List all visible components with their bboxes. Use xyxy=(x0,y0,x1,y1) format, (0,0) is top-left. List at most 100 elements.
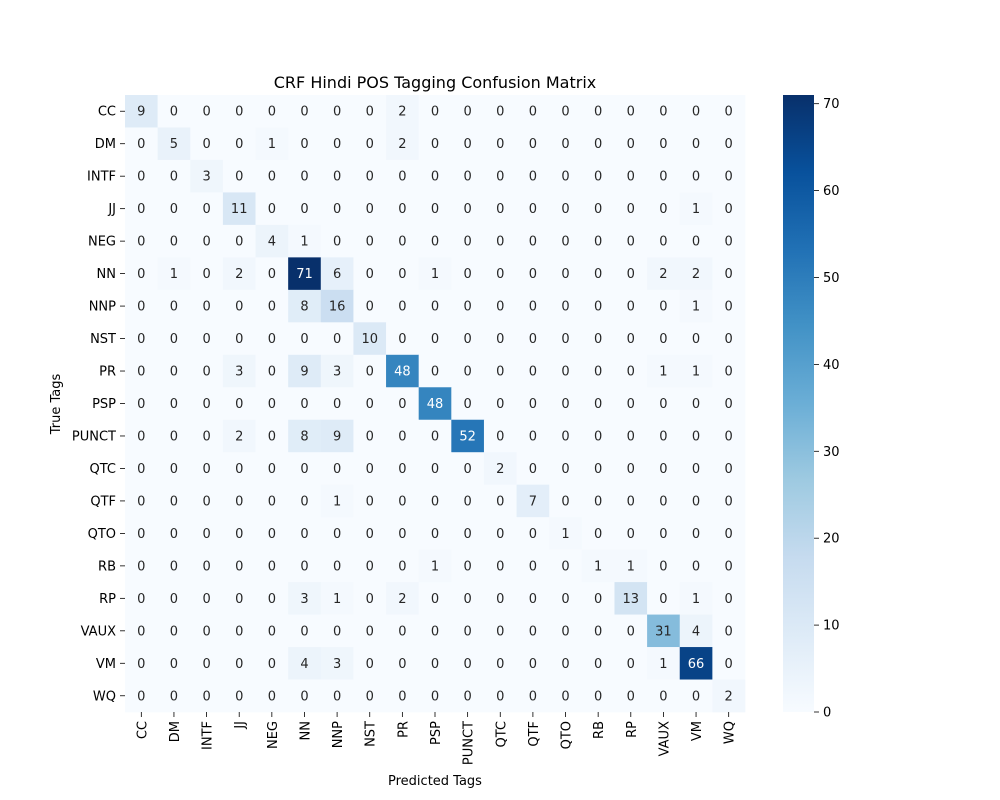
cell-value-label: 0 xyxy=(594,170,602,185)
cell-value-label: 0 xyxy=(170,559,178,574)
heatmap-cell xyxy=(418,614,452,648)
cell-value-label: 0 xyxy=(431,624,439,639)
cell-value-label: 0 xyxy=(529,527,537,542)
colorbar-tick-label: 0 xyxy=(823,706,831,721)
cell-value-label: 1 xyxy=(692,202,700,217)
cell-value-label: 0 xyxy=(561,657,569,672)
heatmap-cell xyxy=(712,127,746,161)
cell-value-label: 0 xyxy=(659,332,667,347)
cell-value-label: 0 xyxy=(202,559,210,574)
cell-value-label: 0 xyxy=(235,235,243,250)
colorbar-tick-label: 70 xyxy=(823,97,840,112)
heatmap-cell xyxy=(614,582,648,615)
cell-value-label: 0 xyxy=(170,332,178,347)
cell-value-label: 0 xyxy=(627,235,635,250)
heatmap-cell xyxy=(647,257,681,291)
heatmap-cell xyxy=(581,647,615,680)
cell-value-label: 0 xyxy=(561,365,569,380)
heatmap-cell xyxy=(614,257,648,291)
heatmap-cell xyxy=(386,257,419,291)
cell-value-label: 0 xyxy=(627,365,635,380)
heatmap-cell xyxy=(157,159,191,193)
heatmap-cell xyxy=(679,452,713,485)
cell-value-label: 0 xyxy=(659,559,667,574)
cell-value-label: 0 xyxy=(300,170,308,185)
cell-value-label: 5 xyxy=(170,137,178,152)
heatmap-cell xyxy=(320,354,354,388)
heatmap-cell xyxy=(451,322,485,356)
cell-value-label: 0 xyxy=(333,527,341,542)
heatmap-cell xyxy=(549,127,583,161)
cell-value-label: 0 xyxy=(300,462,308,477)
y-tick-label: NN xyxy=(97,267,116,282)
colorbar-tick-label: 30 xyxy=(823,445,840,460)
heatmap-cell xyxy=(222,159,256,193)
cell-value-label: 0 xyxy=(202,365,210,380)
heatmap-cell xyxy=(386,159,419,193)
heatmap-cell xyxy=(581,679,615,713)
cell-value-label: 2 xyxy=(659,267,667,282)
cell-value-label: 0 xyxy=(300,624,308,639)
heatmap-cell xyxy=(712,192,746,226)
cell-value-label: 0 xyxy=(561,397,569,412)
heatmap-cell xyxy=(451,387,485,421)
heatmap-cell xyxy=(516,159,550,193)
x-tick-label: PSP xyxy=(429,721,444,745)
cell-value-label: 9 xyxy=(333,429,341,444)
cell-value-label: 0 xyxy=(366,689,374,704)
heatmap-cell xyxy=(516,289,550,323)
cell-value-label: 0 xyxy=(725,235,733,250)
heatmap-cell xyxy=(157,127,191,161)
cell-value-label: 31 xyxy=(655,624,672,639)
cell-value-label: 52 xyxy=(459,429,476,444)
cell-value-label: 0 xyxy=(463,137,471,152)
heatmap-cell xyxy=(451,289,485,323)
cell-value-label: 0 xyxy=(268,300,276,315)
heatmap-cell xyxy=(353,192,387,226)
heatmap-cell xyxy=(157,257,191,291)
cell-value-label: 0 xyxy=(366,105,374,120)
cell-value-label: 0 xyxy=(366,267,374,282)
heatmap-cell xyxy=(222,679,256,713)
heatmap-cell xyxy=(320,679,354,713)
heatmap-cell xyxy=(320,614,354,648)
heatmap-cell xyxy=(581,289,615,323)
cell-value-label: 0 xyxy=(235,624,243,639)
cell-value-label: 0 xyxy=(398,397,406,412)
cell-value-label: 9 xyxy=(137,105,145,120)
cell-value-label: 0 xyxy=(594,300,602,315)
heatmap-cell xyxy=(614,192,648,226)
heatmap-cell xyxy=(712,452,746,485)
heatmap-cell xyxy=(386,419,419,453)
y-tick-label: NEG xyxy=(88,235,116,250)
cell-value-label: 0 xyxy=(235,300,243,315)
heatmap-cell xyxy=(614,224,648,258)
cell-value-label: 0 xyxy=(366,137,374,152)
heatmap-cell xyxy=(647,289,681,323)
heatmap-cell xyxy=(451,647,485,680)
colorbar-tick-label: 20 xyxy=(823,532,840,547)
cell-value-label: 2 xyxy=(235,267,243,282)
heatmap-cell xyxy=(320,484,354,518)
heatmap-cell xyxy=(288,192,322,226)
heatmap-cell xyxy=(451,354,485,388)
heatmap-cell xyxy=(679,95,713,128)
y-tick-label: NST xyxy=(90,332,116,347)
x-tick-label: CC xyxy=(135,721,150,739)
y-tick-label: VAUX xyxy=(81,624,116,639)
cell-value-label: 0 xyxy=(300,527,308,542)
heatmap-cell xyxy=(549,354,583,388)
cell-value-label: 0 xyxy=(268,527,276,542)
cell-value-label: 0 xyxy=(594,202,602,217)
cell-value-label: 0 xyxy=(300,332,308,347)
cell-value-label: 0 xyxy=(725,592,733,607)
y-tick-label: RB xyxy=(98,559,116,574)
heatmap-cell xyxy=(679,127,713,161)
cell-value-label: 0 xyxy=(300,202,308,217)
heatmap-cell xyxy=(483,224,517,258)
heatmap-cell xyxy=(353,549,387,583)
heatmap-cell xyxy=(190,354,224,388)
cell-value-label: 0 xyxy=(333,137,341,152)
cell-value-label: 0 xyxy=(366,170,374,185)
cell-value-label: 1 xyxy=(431,559,439,574)
